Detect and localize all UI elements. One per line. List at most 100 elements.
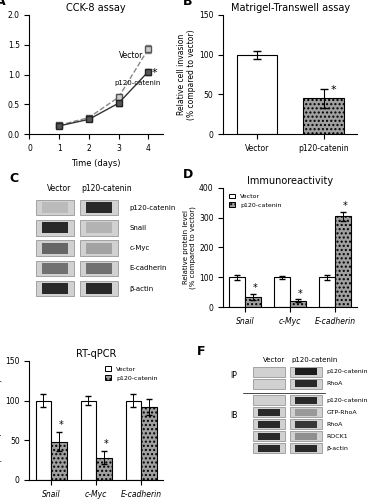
Bar	[258, 444, 280, 452]
Legend: Vector, p120-catenin: Vector, p120-catenin	[102, 364, 160, 383]
Bar	[42, 242, 68, 254]
Bar	[290, 378, 322, 389]
Bar	[295, 368, 317, 376]
Bar	[42, 222, 68, 234]
Text: *: *	[59, 420, 64, 430]
Bar	[86, 242, 112, 254]
Text: *: *	[104, 440, 109, 450]
Text: p120-catenin: p120-catenin	[326, 398, 368, 403]
Bar	[295, 444, 317, 452]
Bar	[290, 419, 322, 430]
Bar	[295, 397, 317, 404]
Title: Immunoreactivity: Immunoreactivity	[247, 176, 333, 186]
Bar	[253, 419, 285, 430]
Bar	[275, 278, 290, 307]
Bar	[86, 283, 112, 294]
Y-axis label: Relative protein level
(% compared to vector): Relative protein level (% compared to ve…	[183, 206, 196, 289]
Bar	[86, 263, 112, 274]
Bar	[253, 366, 285, 377]
Title: RT-qPCR: RT-qPCR	[76, 348, 116, 358]
Bar	[290, 408, 322, 418]
Bar	[258, 409, 280, 416]
Title: Matrigel-Transwell assay: Matrigel-Transwell assay	[231, 3, 350, 13]
Bar	[36, 281, 74, 296]
Bar	[245, 296, 261, 307]
X-axis label: Time (days): Time (days)	[71, 158, 121, 168]
Title: CCK-8 assay: CCK-8 assay	[67, 3, 126, 13]
Text: Snail: Snail	[130, 225, 147, 231]
Bar	[81, 400, 96, 480]
Bar	[80, 260, 118, 276]
Bar	[36, 200, 74, 216]
Text: B: B	[183, 0, 193, 8]
Bar	[253, 396, 285, 406]
Text: β-actin: β-actin	[130, 286, 154, 292]
Bar	[290, 366, 322, 377]
Bar	[125, 400, 141, 480]
Text: C: C	[10, 172, 18, 185]
Bar	[86, 222, 112, 234]
Text: D: D	[183, 168, 194, 181]
Text: p120-catenin: p120-catenin	[114, 80, 160, 86]
Text: RhoA: RhoA	[326, 381, 343, 386]
Text: F: F	[197, 345, 205, 358]
Bar	[51, 442, 67, 480]
Bar	[295, 409, 317, 416]
Bar	[295, 380, 317, 388]
Bar	[237, 54, 277, 134]
Text: ROCK1: ROCK1	[326, 434, 348, 438]
Text: p120-catenin: p120-catenin	[82, 184, 132, 194]
Bar	[36, 260, 74, 276]
Bar	[295, 420, 317, 428]
Bar	[36, 400, 51, 480]
Bar	[42, 263, 68, 274]
Text: Vector: Vector	[47, 184, 71, 194]
Y-axis label: OD 450nm: OD 450nm	[0, 52, 2, 97]
Text: *: *	[253, 284, 258, 294]
Text: Vector: Vector	[118, 51, 143, 60]
Text: E-cadherin: E-cadherin	[130, 266, 167, 272]
Bar	[36, 240, 74, 256]
Bar	[86, 202, 112, 213]
Bar	[80, 200, 118, 216]
Bar	[42, 283, 68, 294]
Text: c-Myc: c-Myc	[130, 245, 150, 251]
Bar	[80, 240, 118, 256]
Bar	[253, 408, 285, 418]
Text: *: *	[151, 68, 157, 78]
Text: Vector: Vector	[263, 357, 285, 363]
Bar	[253, 443, 285, 453]
Bar	[304, 98, 344, 134]
Text: p120-catenin: p120-catenin	[326, 370, 368, 374]
Legend: Vector, p120-catenin: Vector, p120-catenin	[226, 191, 284, 210]
Bar	[96, 458, 112, 480]
Bar	[290, 443, 322, 453]
Bar	[258, 420, 280, 428]
Bar	[42, 202, 68, 213]
Text: p120-catenin: p120-catenin	[291, 357, 337, 363]
Bar	[36, 220, 74, 236]
Text: RhoA: RhoA	[326, 422, 343, 427]
Text: *: *	[298, 288, 302, 298]
Bar	[253, 378, 285, 389]
Y-axis label: Relative mRNA level
(% compared to vector): Relative mRNA level (% compared to vecto…	[0, 379, 3, 462]
Text: *: *	[343, 202, 348, 211]
Bar	[290, 431, 322, 441]
Bar	[80, 281, 118, 296]
Text: GTP-RhoA: GTP-RhoA	[326, 410, 357, 415]
Bar	[290, 396, 322, 406]
Text: p120-catenin: p120-catenin	[130, 204, 176, 210]
Bar	[141, 407, 157, 480]
Bar	[319, 278, 335, 307]
Text: β-actin: β-actin	[326, 446, 348, 450]
Bar	[335, 216, 351, 307]
Bar	[295, 432, 317, 440]
Text: IB: IB	[230, 411, 237, 420]
Text: A: A	[0, 0, 6, 8]
Bar	[229, 278, 245, 307]
Y-axis label: Relative cell invasion
(% compared to vector): Relative cell invasion (% compared to ve…	[177, 30, 196, 120]
Bar	[290, 300, 306, 307]
Bar	[80, 220, 118, 236]
Text: IP: IP	[230, 370, 237, 380]
Bar	[253, 431, 285, 441]
